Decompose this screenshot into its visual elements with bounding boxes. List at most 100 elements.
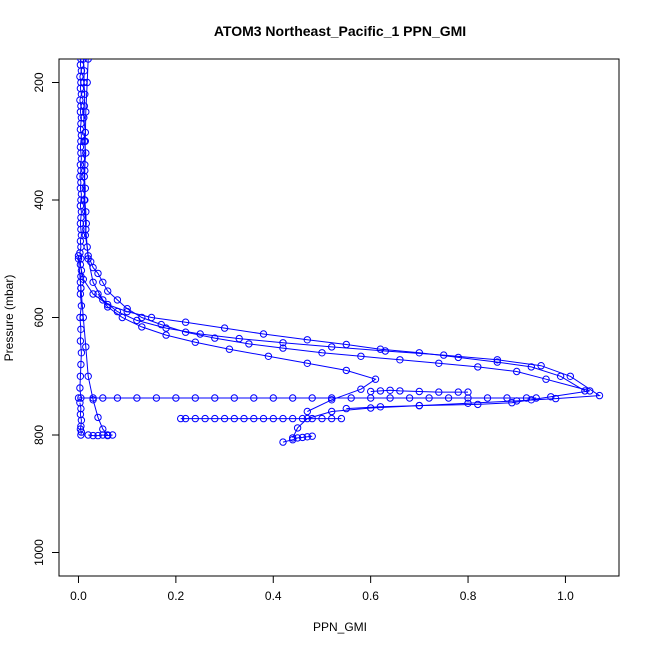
data-point <box>522 394 531 402</box>
data-point <box>157 320 166 329</box>
data-point <box>464 394 472 402</box>
y-tick-label: 600 <box>32 307 46 327</box>
data-point <box>308 394 316 402</box>
series-2 <box>79 59 594 413</box>
data-point <box>396 356 404 364</box>
data-point <box>376 387 385 395</box>
data-point <box>123 307 131 316</box>
data-point <box>493 356 501 364</box>
data-point <box>279 339 287 347</box>
data-point <box>542 375 550 383</box>
data-point <box>104 303 112 311</box>
data-point <box>118 313 127 322</box>
data-point <box>552 394 560 403</box>
x-tick-label: 0.2 <box>168 589 185 603</box>
data-point <box>77 302 86 310</box>
data-point <box>547 393 555 401</box>
data-point <box>74 255 83 263</box>
data-point <box>104 300 112 309</box>
data-point <box>396 387 404 395</box>
data-point <box>279 438 287 446</box>
data-point <box>172 394 180 402</box>
data-point <box>279 344 287 352</box>
data-point <box>513 367 521 376</box>
data-point <box>77 404 85 413</box>
series-line <box>78 258 109 436</box>
data-point <box>181 318 190 326</box>
data-point <box>474 363 482 371</box>
data-point <box>371 375 380 383</box>
data-point <box>532 394 540 402</box>
data-point <box>99 296 107 304</box>
data-point <box>77 431 85 439</box>
data-point <box>415 401 423 410</box>
data-point <box>108 431 117 439</box>
x-axis: 0.0 0.2 0.4 0.6 0.8 1.0 <box>70 575 574 603</box>
data-point <box>367 387 375 396</box>
data-point <box>240 414 248 423</box>
data-point <box>89 290 97 298</box>
data-point <box>191 414 200 423</box>
data-point <box>464 388 472 396</box>
data-point <box>376 403 385 411</box>
data-point <box>84 372 92 380</box>
data-point <box>225 345 234 353</box>
data-point <box>537 362 545 370</box>
data-point <box>381 347 389 355</box>
data-point <box>279 414 287 423</box>
series-line <box>83 59 602 439</box>
data-point <box>342 404 350 413</box>
data-point <box>79 59 87 63</box>
data-point <box>527 363 535 371</box>
data-point <box>425 394 433 402</box>
data-point <box>289 436 297 444</box>
data-point <box>177 414 185 423</box>
data-point <box>245 340 253 348</box>
data-point <box>235 334 243 343</box>
data-point <box>76 372 85 380</box>
data-point <box>220 414 229 423</box>
data-point <box>328 343 336 351</box>
data-point <box>250 414 258 423</box>
series-line <box>282 435 313 443</box>
data-point <box>81 90 89 99</box>
data-point <box>89 278 97 286</box>
y-tick-label: 400 <box>32 190 46 210</box>
series-12 <box>76 399 86 439</box>
data-point <box>94 431 102 440</box>
data-point <box>435 388 443 396</box>
data-point <box>308 414 316 423</box>
data-point <box>82 343 90 351</box>
data-point <box>386 394 394 402</box>
data-point <box>147 313 156 322</box>
x-tick-label: 0.0 <box>70 589 87 603</box>
data-point <box>342 340 350 349</box>
y-tick-label: 1000 <box>32 539 46 566</box>
data-point <box>82 149 90 157</box>
data-point <box>454 353 462 362</box>
data-point <box>308 432 316 440</box>
series-line <box>88 434 113 437</box>
plot-area <box>58 58 620 577</box>
data-point <box>347 394 355 402</box>
data-point <box>79 313 88 322</box>
data-point <box>196 330 204 338</box>
series-11 <box>279 432 316 446</box>
data-point <box>269 394 277 402</box>
data-point <box>357 385 365 393</box>
series-3 <box>80 59 604 442</box>
data-point <box>581 387 589 395</box>
data-point <box>454 388 462 396</box>
data-point <box>80 196 89 204</box>
data-point <box>289 414 297 423</box>
data-point <box>556 372 565 380</box>
data-point <box>367 404 375 412</box>
data-point <box>318 349 326 357</box>
data-point <box>82 225 90 234</box>
data-point <box>133 316 141 325</box>
data-point <box>181 414 190 423</box>
data-point <box>94 269 102 278</box>
data-point <box>298 414 307 423</box>
data-point <box>220 324 229 332</box>
data-point <box>81 166 89 175</box>
